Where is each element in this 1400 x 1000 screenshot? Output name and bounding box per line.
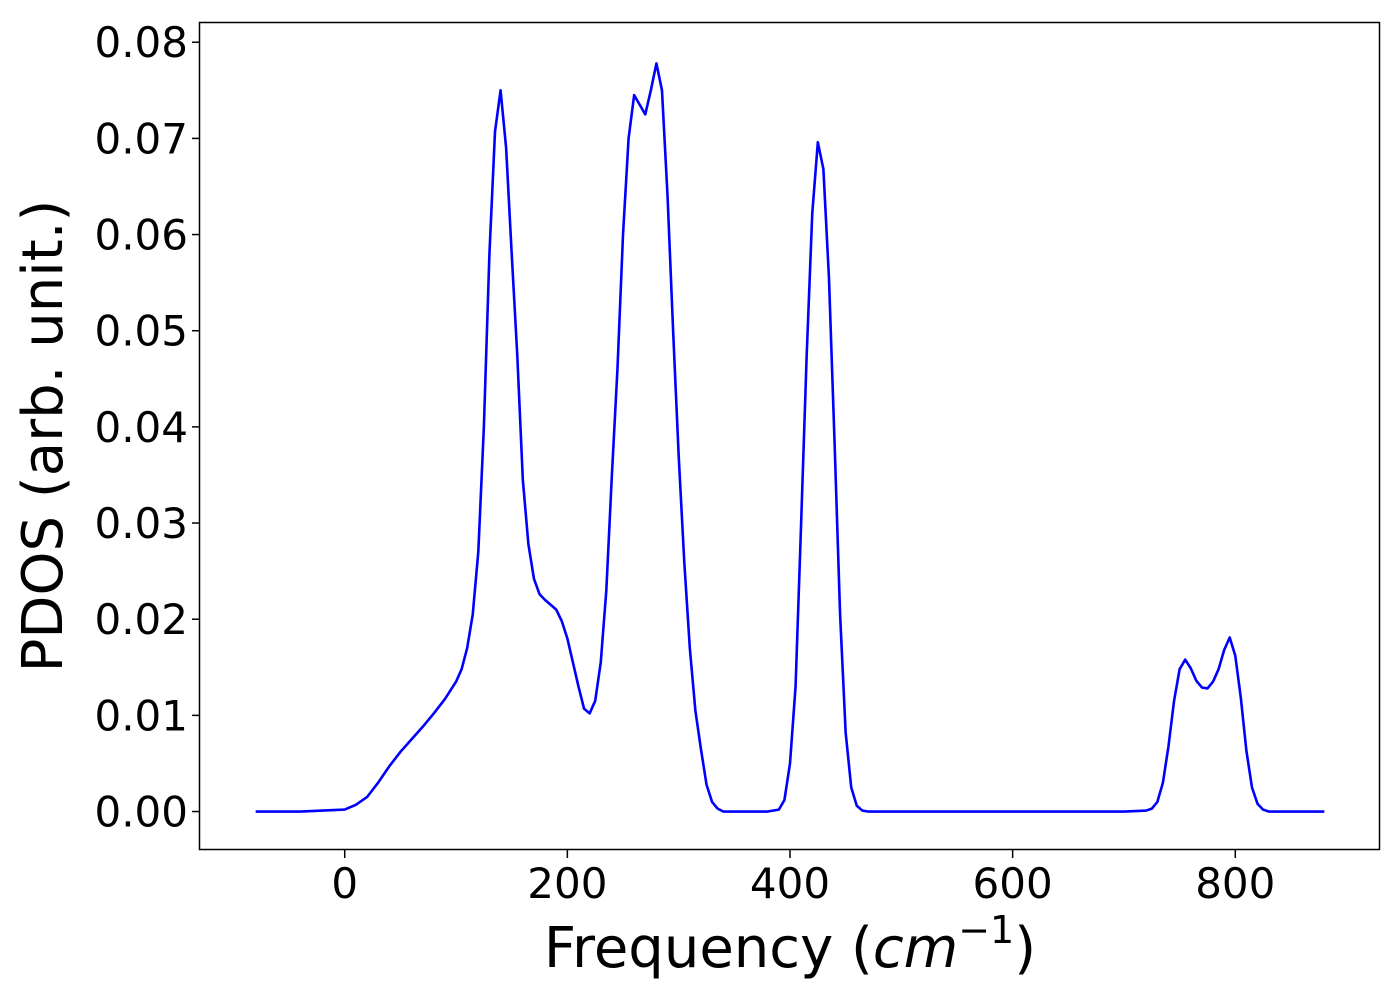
x-axis-label-text: Frequency ( [544,916,873,981]
x-tick-label: 600 [973,859,1053,908]
y-tick-label: 0.05 [94,307,188,356]
series-layer [255,62,1325,813]
y-tick-label: 0.06 [94,211,188,260]
y-tick-label: 0.01 [94,691,188,740]
y-tick-label: 0.08 [94,18,188,67]
y-tick-label: 0.00 [94,788,188,837]
y-axis-ticks: 0.00 0.01 0.02 0.03 0.04 0.05 0.06 0.07 0.08 [94,18,200,837]
x-tick-label: 0 [331,859,358,908]
x-tick-label: 800 [1195,859,1275,908]
y-axis-label: PDOS (arb. unit.) [11,200,76,673]
x-tick-label: 200 [527,859,607,908]
series-line-0 [255,62,1325,813]
y-tick-label: 0.04 [94,403,188,452]
x-axis-ticks: 0 200 400 600 800 [331,850,1275,908]
y-tick-label: 0.03 [94,499,188,548]
y-tick-label: 0.02 [94,595,188,644]
y-tick-label: 0.07 [94,114,188,163]
x-axis-label-close: ) [1014,916,1036,981]
x-axis-label-unit: cm [873,916,958,981]
x-tick-label: 400 [750,859,830,908]
x-axis-label: Frequency (cm−1) [544,908,1036,981]
plot-frame [198,21,1381,851]
x-axis-label-exponent: −1 [958,908,1014,952]
